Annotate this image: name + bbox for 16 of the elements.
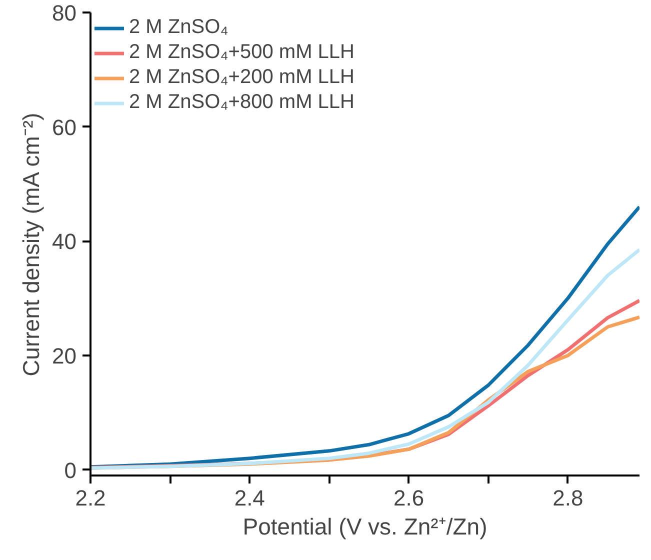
x-tick-label: 2.6 (393, 486, 424, 510)
x-axis-title: Potential (V vs. Zn²⁺/Zn) (242, 514, 488, 540)
y-axis-title: Current density (mA cm⁻²) (18, 112, 44, 376)
y-tick-label: 20 (52, 343, 77, 368)
x-tick-label: 2.4 (234, 486, 265, 510)
x-tick-label: 2.8 (552, 486, 584, 510)
line-series (90, 248, 640, 470)
y-tick-label: 0 (64, 458, 77, 483)
y-tick-label: 40 (52, 229, 77, 254)
legend-label: 2 M ZnSO₄+200 mM LLH (129, 66, 354, 89)
y-tick-label: 60 (52, 114, 77, 140)
legend-label: 2 M ZnSO₄+500 mM LLH (129, 41, 354, 64)
x-tick-label: 2.2 (75, 486, 106, 510)
legend-label: 2 M ZnSO₄+800 mM LLH (129, 91, 354, 114)
legend-label: 2 M ZnSO₄ (129, 16, 228, 39)
y-tick-label: 80 (52, 0, 77, 26)
